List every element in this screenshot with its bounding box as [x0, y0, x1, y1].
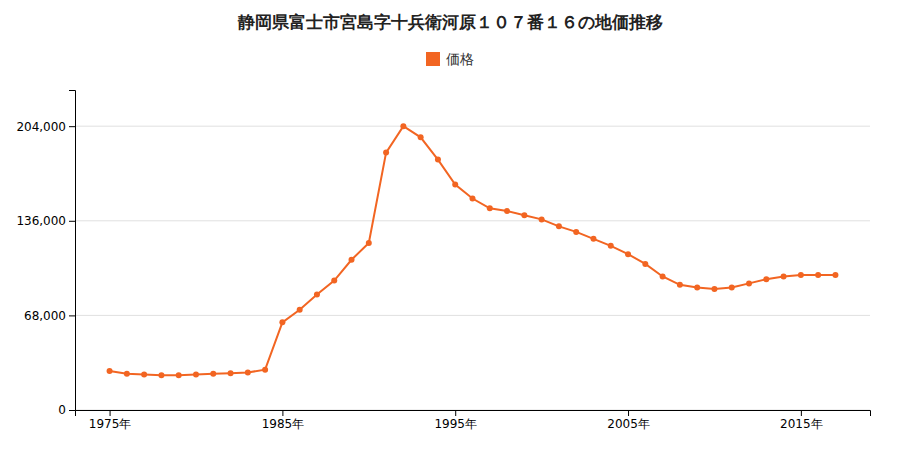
- marker: [746, 280, 752, 286]
- marker: [729, 285, 735, 291]
- tick-mark: [628, 410, 629, 416]
- marker: [608, 243, 614, 249]
- tick: 136,000: [16, 214, 75, 228]
- x-axis: 1975年 1985年 1995年 2005年 2015年: [76, 410, 871, 431]
- tick-label: 1985年: [262, 417, 305, 431]
- marker: [366, 240, 372, 246]
- tick: 0: [58, 403, 75, 417]
- tick-mark: [69, 315, 75, 316]
- grid: [75, 126, 870, 410]
- marker: [314, 292, 320, 298]
- tick-label: 68,000: [24, 309, 66, 323]
- marker: [383, 150, 389, 156]
- marker: [677, 282, 683, 288]
- marker: [418, 134, 424, 140]
- marker: [400, 123, 406, 129]
- marker: [176, 372, 182, 378]
- tick-label: 2005年: [607, 417, 650, 431]
- tick: 2015年: [780, 410, 823, 431]
- marker: [625, 251, 631, 257]
- legend-label: 価格: [446, 51, 474, 67]
- tick-mark: [110, 410, 111, 416]
- marker: [781, 273, 787, 279]
- marker: [642, 261, 648, 267]
- marker: [297, 307, 303, 313]
- marker: [349, 257, 355, 263]
- marker: [452, 182, 458, 188]
- marker: [141, 372, 147, 378]
- line: [110, 126, 836, 375]
- marker: [521, 212, 527, 218]
- legend: 価格: [426, 51, 474, 67]
- title: 静岡県富士市宮島字十兵衛河原１０７番１６の地価推移: [237, 12, 663, 32]
- marker: [262, 367, 268, 373]
- plot: 1975年 1985年 1995年 2005年 2015年 0 68,000 136,000 2…: [16, 91, 870, 431]
- tick-label: 0: [58, 403, 66, 417]
- marker: [158, 372, 164, 378]
- legend-item: 価格: [426, 51, 474, 67]
- tick-label: 1975年: [89, 417, 132, 431]
- grid-line: [75, 315, 870, 316]
- axis-line: [69, 91, 76, 411]
- marks: [107, 123, 839, 378]
- legend-swatch: [426, 52, 440, 66]
- marker: [660, 273, 666, 279]
- tick-mark: [801, 410, 802, 416]
- tick-label: 2015年: [780, 417, 823, 431]
- marker: [193, 372, 199, 378]
- tick-mark: [69, 126, 75, 127]
- marker: [539, 216, 545, 222]
- marker: [435, 157, 441, 163]
- marker: [331, 278, 337, 284]
- marker: [832, 272, 838, 278]
- tick-label: 136,000: [16, 214, 66, 228]
- marker: [573, 229, 579, 235]
- chart: 静岡県富士市宮島字十兵衛河原１０７番１６の地価推移価格 1975年 1985年 199…: [0, 0, 900, 450]
- grid-line: [75, 220, 870, 221]
- marker: [504, 208, 510, 214]
- marker: [107, 368, 113, 374]
- tick-label: 204,000: [16, 120, 66, 134]
- marker: [245, 369, 251, 375]
- axis-line: [76, 411, 871, 417]
- tick-label: 1995年: [434, 417, 477, 431]
- tick: 204,000: [16, 120, 75, 134]
- marker: [590, 236, 596, 242]
- marker: [556, 223, 562, 229]
- marker: [228, 370, 234, 376]
- marker: [124, 371, 130, 377]
- marker: [815, 272, 821, 278]
- tick: 68,000: [24, 309, 75, 323]
- marker: [763, 276, 769, 282]
- marker: [711, 286, 717, 292]
- grid-line: [75, 126, 870, 127]
- tick-mark: [455, 410, 456, 416]
- marker: [694, 285, 700, 291]
- markers: [107, 123, 839, 378]
- tick: 1985年: [262, 410, 305, 431]
- marker: [798, 272, 804, 278]
- tick-mark: [69, 410, 75, 411]
- marker: [487, 205, 493, 211]
- tick: 1975年: [89, 410, 132, 431]
- tick: 2005年: [607, 410, 650, 431]
- tick-mark: [282, 410, 283, 416]
- marker: [470, 196, 476, 202]
- tick: 1995年: [434, 410, 477, 431]
- marker: [279, 319, 285, 325]
- y-axis: 0 68,000 136,000 204,000: [16, 91, 75, 418]
- tick-mark: [69, 221, 75, 222]
- marker: [210, 371, 216, 377]
